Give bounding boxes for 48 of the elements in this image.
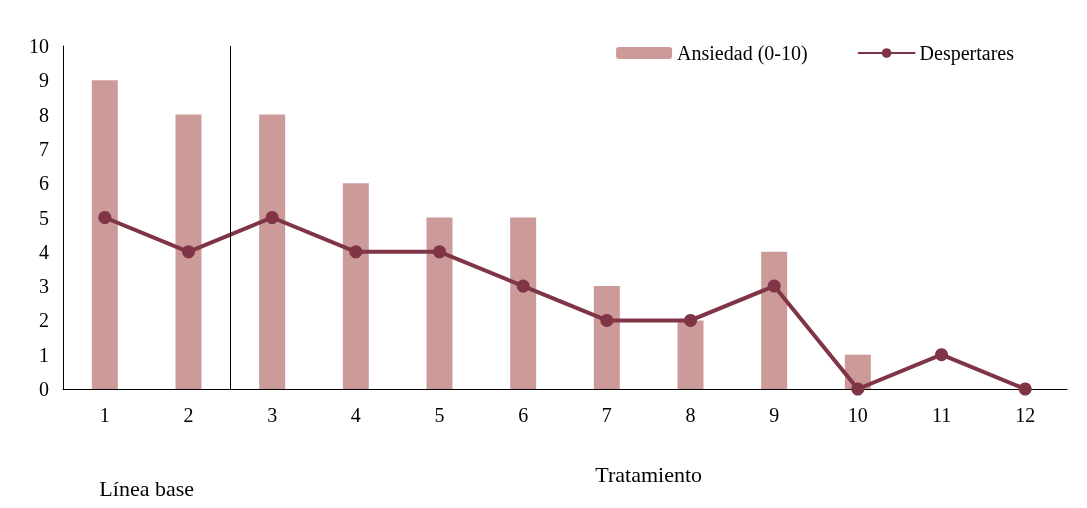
point — [182, 245, 195, 259]
point — [600, 313, 614, 327]
y-tick-label: 4 — [39, 240, 49, 263]
x-tick-label: 3 — [267, 404, 278, 426]
bar — [677, 320, 704, 389]
bar — [426, 217, 453, 389]
point — [767, 279, 781, 293]
bar — [342, 183, 369, 389]
point — [265, 211, 279, 224]
point — [433, 245, 446, 259]
point — [98, 211, 112, 224]
text: Línea base — [99, 475, 194, 501]
point — [516, 279, 530, 293]
bar — [761, 251, 788, 389]
x-tick-label: 12 — [1015, 404, 1036, 426]
x-tick-label: 8 — [685, 404, 696, 426]
x-tick-label: 9 — [769, 404, 780, 426]
x-tick-label: 11 — [931, 404, 952, 426]
bar — [510, 217, 537, 389]
point — [935, 348, 948, 362]
bar — [175, 114, 202, 389]
legend-label: Despertares — [919, 42, 1015, 65]
bar — [259, 114, 286, 389]
x-tick-label: 10 — [847, 404, 868, 426]
y-tick-label: 1 — [39, 343, 49, 366]
y-tick-label: 8 — [39, 103, 49, 126]
text: Tratamiento — [595, 461, 703, 487]
y-tick-label: 9 — [39, 69, 49, 92]
y-tick-label: 3 — [39, 275, 49, 298]
legend-label: Ansiedad (0-10) — [677, 42, 808, 65]
y-tick-label: 7 — [39, 137, 49, 160]
point — [684, 313, 697, 327]
bar — [91, 80, 118, 389]
point — [349, 245, 363, 259]
x-tick-label: 6 — [518, 404, 529, 426]
point — [851, 382, 865, 396]
y-tick-label: 5 — [39, 206, 49, 229]
y-tick-label: 2 — [39, 309, 49, 332]
x-tick-label: 7 — [601, 404, 612, 426]
y-tick-label: 0 — [39, 378, 49, 400]
bar — [593, 286, 620, 389]
y-tick-label: 10 — [29, 35, 49, 57]
x-tick-label: 1 — [99, 404, 110, 426]
y-tick-label: 6 — [39, 172, 49, 195]
x-tick-label: 5 — [434, 404, 445, 426]
point — [1018, 382, 1032, 396]
x-tick-label: 2 — [183, 404, 194, 426]
x-tick-label: 4 — [350, 404, 361, 426]
